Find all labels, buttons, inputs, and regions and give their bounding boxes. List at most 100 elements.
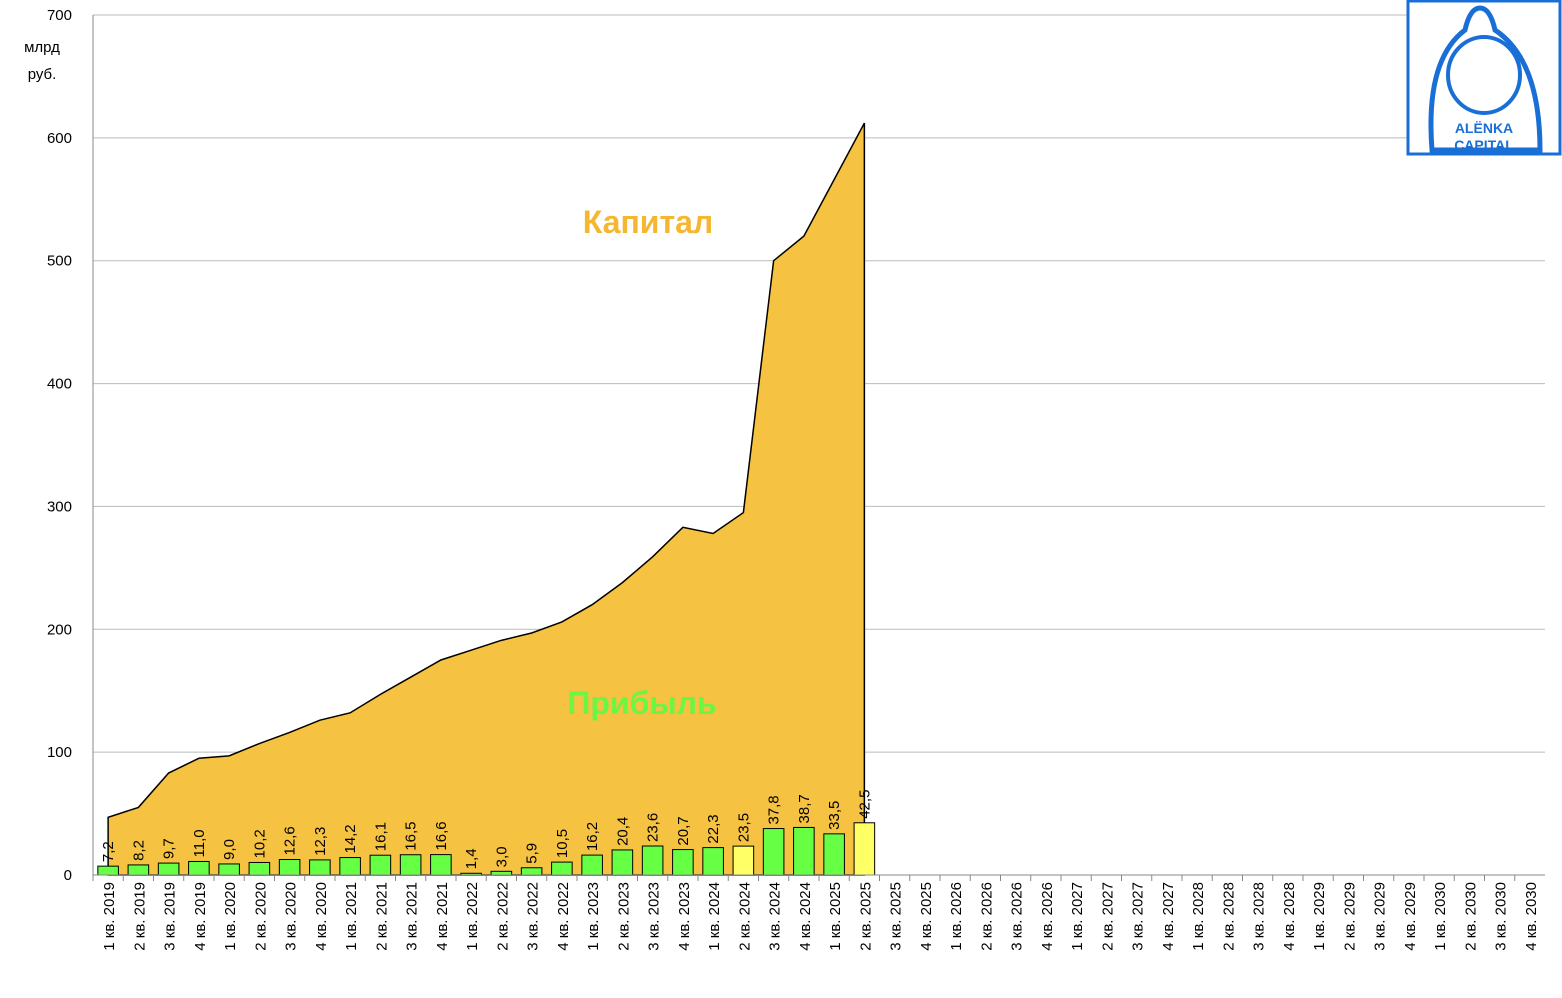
- x-tick-label: 4 кв. 2027: [1160, 882, 1177, 951]
- x-tick-label: 4 кв. 2023: [676, 882, 693, 951]
- bar: [520, 867, 543, 876]
- data-label: 10,2: [251, 829, 268, 858]
- x-tick-label: 4 кв. 2026: [1039, 882, 1056, 951]
- bar: [127, 864, 150, 876]
- y-tick-label: 100: [47, 744, 72, 761]
- x-tick-label: 3 кв. 2020: [283, 882, 300, 951]
- data-label: 22,3: [705, 814, 722, 843]
- x-tick-label: 4 кв. 2024: [797, 882, 814, 951]
- x-tick-label: 4 кв. 2022: [555, 882, 572, 951]
- data-label: 16,1: [372, 822, 389, 851]
- bar: [672, 849, 694, 876]
- x-tick-label: 1 кв. 2019: [101, 882, 118, 951]
- x-tick-label: 2 кв. 2030: [1462, 882, 1479, 951]
- x-tick-label: 2 кв. 2027: [1099, 882, 1116, 951]
- data-label: 11,0: [191, 829, 208, 857]
- bar: [157, 862, 180, 876]
- x-tick-label: 4 кв. 2021: [434, 882, 451, 951]
- bar: [611, 849, 634, 876]
- x-tick-label: 1 кв. 2020: [222, 882, 239, 951]
- x-tick-label: 2 кв. 2020: [252, 882, 269, 951]
- y-tick-label: 0: [64, 867, 72, 884]
- x-tick-label: 2 кв. 2029: [1341, 882, 1358, 951]
- data-label: 1,4: [463, 848, 480, 869]
- bar: [339, 857, 361, 876]
- x-tick-label: 2 кв. 2021: [373, 882, 390, 951]
- x-tick-label: 1 кв. 2028: [1190, 882, 1207, 951]
- data-label: 7,2: [100, 841, 117, 862]
- data-label: 16,2: [584, 822, 601, 851]
- x-tick-label: 3 кв. 2030: [1493, 882, 1510, 951]
- data-label: 8,2: [130, 840, 147, 861]
- bar: [188, 860, 210, 876]
- bar: [793, 826, 815, 876]
- logo: ALЁNKA CAPITAL: [1406, 0, 1562, 156]
- data-label: 12,3: [312, 827, 329, 856]
- x-tick-label: 2 кв. 2023: [615, 882, 632, 951]
- data-label: 3,0: [493, 846, 510, 867]
- x-tick-label: 1 кв. 2029: [1311, 882, 1328, 951]
- x-tick-label: 4 кв. 2020: [313, 882, 330, 951]
- x-tick-label: 1 кв. 2025: [827, 882, 844, 951]
- bar: [702, 847, 724, 876]
- data-label: 9,7: [161, 838, 178, 859]
- x-tick-label: 3 кв. 2023: [646, 882, 663, 951]
- bar: [490, 870, 513, 876]
- bar: [641, 845, 664, 876]
- x-tick-label: 3 кв. 2029: [1372, 882, 1389, 951]
- bar: [823, 833, 845, 876]
- bar: [248, 861, 271, 876]
- data-label: 5,9: [524, 843, 541, 864]
- data-label: 33,5: [826, 801, 843, 830]
- y-tick-label: 700: [47, 7, 72, 24]
- x-tick-label: 3 кв. 2022: [525, 882, 542, 951]
- x-tick-label: 4 кв. 2028: [1281, 882, 1298, 951]
- x-tick-label: 1 кв. 2023: [585, 882, 602, 951]
- x-tick-label: 2 кв. 2024: [736, 882, 753, 951]
- bar: [762, 828, 785, 876]
- x-tick-label: 3 кв. 2021: [404, 882, 421, 951]
- logo-text: CAPITAL: [1454, 137, 1514, 153]
- x-tick-label: 1 кв. 2022: [464, 882, 481, 951]
- data-label: 20,7: [675, 816, 692, 845]
- bar: [97, 865, 119, 876]
- x-tick-label: 1 кв. 2030: [1432, 882, 1449, 951]
- x-tick-label: 2 кв. 2025: [857, 882, 874, 951]
- x-tick-label: 1 кв. 2024: [706, 882, 723, 951]
- y-tick-label: 200: [47, 621, 72, 638]
- x-tick-label: 3 кв. 2028: [1251, 882, 1268, 951]
- logo-face: [1446, 35, 1522, 115]
- x-tick-label: 2 кв. 2022: [494, 882, 511, 951]
- x-tick-label: 3 кв. 2025: [888, 882, 905, 951]
- x-tick-label: 2 кв. 2026: [978, 882, 995, 951]
- area: [107, 122, 866, 876]
- logo-text: ALЁNKA: [1455, 120, 1513, 136]
- bar: [278, 859, 301, 876]
- bar: [309, 859, 331, 876]
- data-label: 38,7: [796, 794, 813, 823]
- x-tick-label: 1 кв. 2027: [1069, 882, 1086, 951]
- x-tick-label: 3 кв. 2027: [1130, 882, 1147, 951]
- y-tick-label: 300: [47, 498, 72, 515]
- x-tick-label: 3 кв. 2026: [1009, 882, 1026, 951]
- data-label: 23,6: [645, 813, 662, 842]
- x-tick-label: 3 кв. 2019: [162, 882, 179, 951]
- data-label: 10,5: [554, 829, 571, 858]
- bar: [732, 845, 755, 876]
- y-tick-label: 500: [47, 253, 72, 270]
- x-tick-label: 1 кв. 2026: [948, 882, 965, 951]
- data-label: 9,0: [221, 839, 238, 860]
- x-tick-label: 3 кв. 2024: [767, 882, 784, 951]
- x-tick-label: 1 кв. 2021: [343, 882, 360, 951]
- data-label: 42,5: [856, 790, 873, 819]
- bar: [218, 863, 240, 876]
- data-label: 37,8: [766, 795, 783, 824]
- x-tick-label: 4 кв. 2030: [1523, 882, 1540, 951]
- bar: [853, 822, 876, 876]
- bar: [551, 861, 573, 876]
- data-label: 16,5: [403, 822, 420, 851]
- data-label: 16,6: [433, 821, 450, 850]
- x-tick-label: 4 кв. 2029: [1402, 882, 1419, 951]
